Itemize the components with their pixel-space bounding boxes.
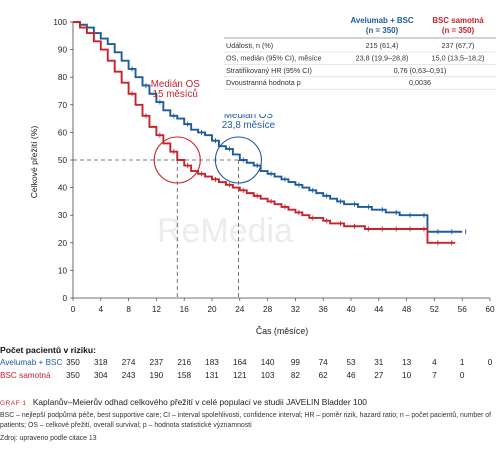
y-tick-label: 80	[58, 73, 68, 82]
y-tick-label: 20	[58, 239, 68, 248]
stats-row-label: OS, medián (95% CI), měsíce	[226, 53, 321, 62]
caption-text: Kaplanův–Meierův odhad celkového přežití…	[32, 397, 367, 407]
x-tick-label: 12	[152, 305, 162, 314]
y-tick-label: 50	[58, 156, 68, 165]
risk-value: 350	[66, 370, 80, 380]
stats-cell: 15,0 (13,5–18,2)	[432, 53, 485, 62]
survival-curve-avelumab	[73, 21, 463, 233]
x-tick-label: 4	[99, 305, 104, 314]
stats-row-label: Události, n (%)	[226, 41, 273, 50]
x-tick-label: 48	[402, 305, 412, 314]
risk-value: 121	[232, 370, 247, 380]
stats-table: Avelumab + BSC(n = 350)BSC samotná(n = 3…	[224, 11, 496, 114]
risk-value: 318	[93, 358, 108, 367]
x-tick-label: 0	[71, 305, 76, 314]
risk-value: 164	[232, 358, 247, 367]
risk-value: 4	[432, 358, 437, 367]
risk-value: 7	[432, 370, 437, 380]
risk-value: 31	[374, 358, 384, 367]
y-tick-label: 30	[58, 211, 68, 220]
y-tick-label: 100	[53, 18, 67, 27]
risk-value: 216	[177, 358, 192, 367]
y-axis-label: Celkové přežití (%)	[29, 126, 39, 199]
risk-value: 158	[177, 370, 192, 380]
caption-label: GRAF 1	[0, 400, 27, 407]
x-tick-label: 28	[263, 305, 273, 314]
risk-value: 183	[205, 358, 219, 367]
median-circle	[153, 136, 201, 184]
x-tick-label: 52	[430, 305, 440, 314]
x-tick-label: 16	[180, 305, 190, 314]
y-tick-label: 10	[58, 266, 68, 275]
watermark-text: ReMedia	[157, 212, 293, 250]
stats-col-header: BSC samotná	[432, 16, 484, 25]
stats-row-label: Dvoustranná hodnota p	[226, 78, 301, 87]
stats-row-label: Stratifikovaný HR (95% CI)	[226, 66, 312, 75]
y-tick-label: 40	[58, 184, 68, 193]
y-tick-label: 70	[58, 101, 68, 110]
risk-value: 46	[346, 370, 356, 380]
y-tick-label: 0	[62, 294, 67, 303]
stats-cell: 0,0036	[409, 78, 431, 87]
risk-table-title: Počet pacientů v riziku:	[0, 345, 96, 355]
median-circle	[214, 136, 262, 184]
risk-value: 27	[374, 370, 384, 380]
risk-value: 0	[487, 358, 493, 367]
risk-value: 190	[149, 370, 164, 380]
survival-curve-bsc	[73, 21, 456, 244]
stats-col-header: Avelumab + BSC	[350, 16, 413, 25]
abbreviation-note: BSC – nejlepší podpůrná péče, best suppo…	[0, 412, 492, 429]
risk-value: 304	[93, 370, 108, 380]
x-tick-label: 24	[235, 305, 245, 314]
source-note: Zdroj: upraveno podle citace 13	[0, 435, 97, 442]
stats-col-header: (n = 350)	[366, 26, 399, 35]
stats-table-bg	[224, 11, 496, 114]
risk-value: 10	[402, 370, 412, 380]
risk-value: 237	[149, 358, 164, 367]
stats-cell: 23,8 (19,9–28,8)	[356, 53, 409, 62]
median-label: 15 měsíců	[153, 89, 198, 100]
risk-row-label: Avelumab + BSC	[0, 358, 63, 367]
x-tick-label: 60	[485, 305, 495, 314]
x-tick-label: 40	[346, 305, 356, 314]
survival-curves	[73, 21, 467, 246]
risk-value: 82	[290, 370, 300, 380]
x-tick-label: 44	[374, 305, 384, 314]
risk-value: 62	[318, 370, 328, 380]
risk-value: 74	[318, 358, 328, 367]
median-label: Medián OS	[224, 110, 273, 121]
risk-value: 53	[346, 358, 356, 367]
x-tick-label: 32	[291, 305, 301, 314]
median-label: 23,8 měsíce	[222, 120, 276, 131]
x-tick-label: 8	[126, 305, 131, 314]
risk-value: 99	[290, 358, 300, 367]
risk-value: 13	[402, 358, 412, 367]
x-tick-label: 56	[458, 305, 468, 314]
y-tick-label: 90	[58, 46, 68, 55]
risk-value: 274	[121, 358, 136, 367]
stats-col-header: (n = 350)	[442, 26, 475, 35]
x-axis-label: Čas (měsíce)	[256, 326, 308, 336]
risk-value: 350	[66, 358, 80, 367]
stats-cell: 237 (67,7)	[442, 41, 475, 50]
risk-value: 243	[121, 370, 136, 380]
stats-cell: 0,76 (0,63–0,91)	[394, 66, 447, 75]
risk-row-label: BSC samotná	[0, 370, 51, 380]
y-tick-label: 60	[58, 128, 68, 137]
risk-value: 0	[459, 370, 465, 380]
risk-value: 1	[459, 358, 465, 367]
median-label: Medián OS	[151, 79, 200, 90]
stats-cell: 215 (61,4)	[366, 41, 399, 50]
risk-value: 140	[260, 358, 275, 367]
figure-caption: GRAF 1 Kaplanův–Meierův odhad celkového …	[0, 397, 367, 407]
risk-value: 131	[205, 370, 219, 380]
x-tick-label: 20	[207, 305, 217, 314]
risk-value: 103	[260, 370, 275, 380]
x-tick-label: 36	[319, 305, 329, 314]
